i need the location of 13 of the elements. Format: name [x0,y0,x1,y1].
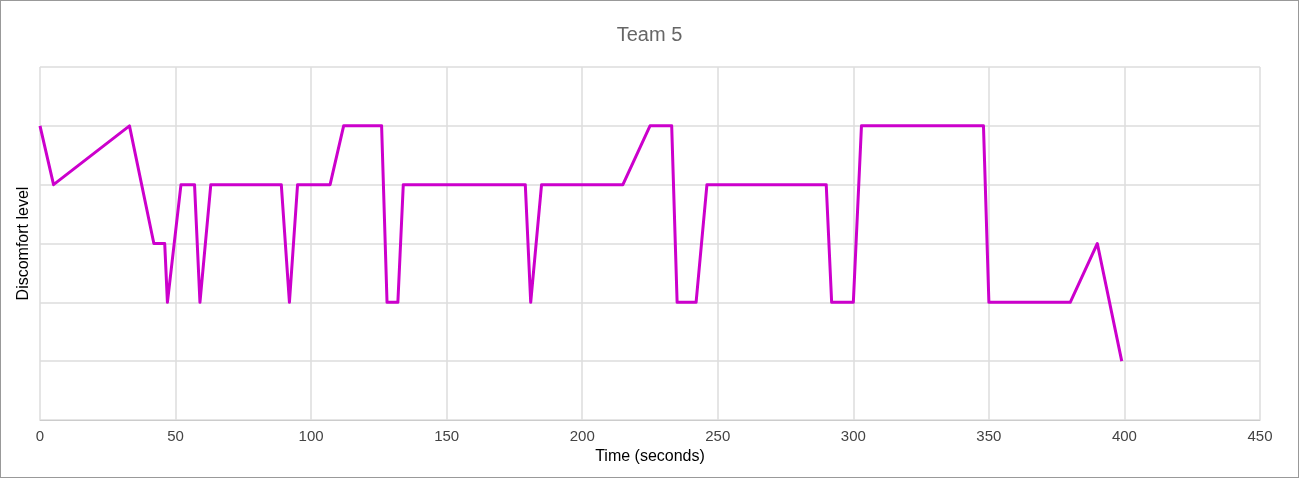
x-tick-label: 200 [569,427,595,444]
x-axis-title: Time (seconds) [595,447,705,465]
x-tick-label: 150 [434,427,460,444]
x-tick-label: 450 [1247,427,1273,444]
x-tick-label: 100 [298,427,324,444]
y-axis-title: Discomfort level [13,186,31,301]
chart-title: Team 5 [616,23,683,45]
x-tick-label: 350 [976,427,1002,444]
x-tick-label: 250 [705,427,731,444]
x-tick-label: 400 [1111,427,1137,444]
x-tick-label: 300 [840,427,866,444]
x-tick-label: 0 [35,427,45,444]
x-tick-label: 50 [167,427,184,444]
